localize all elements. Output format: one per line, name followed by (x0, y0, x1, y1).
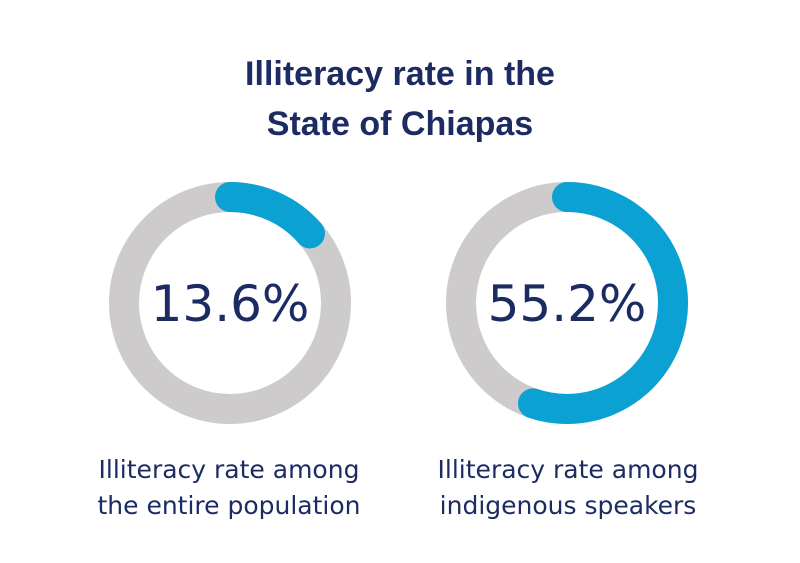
chart-title-line-2: State of Chiapas (266, 105, 534, 143)
donut-right-arc (517, 182, 688, 424)
donut-right-caption-line-2: indigenous speakers (439, 491, 697, 520)
donut-left-value: 13.6% (151, 275, 310, 333)
donut-left: 13.6% (109, 182, 351, 424)
donut-left-caption-line-2: the entire population (97, 491, 361, 520)
donut-right-value: 55.2% (488, 275, 647, 333)
donut-right: 55.2% (446, 182, 688, 424)
chart-title-line-1: Illiteracy rate in the (245, 55, 555, 93)
donut-left-caption-line-1: Illiteracy rate among (98, 455, 360, 484)
donut-left-arc (215, 182, 325, 249)
donut-right-caption-line-1: Illiteracy rate among (437, 455, 699, 484)
